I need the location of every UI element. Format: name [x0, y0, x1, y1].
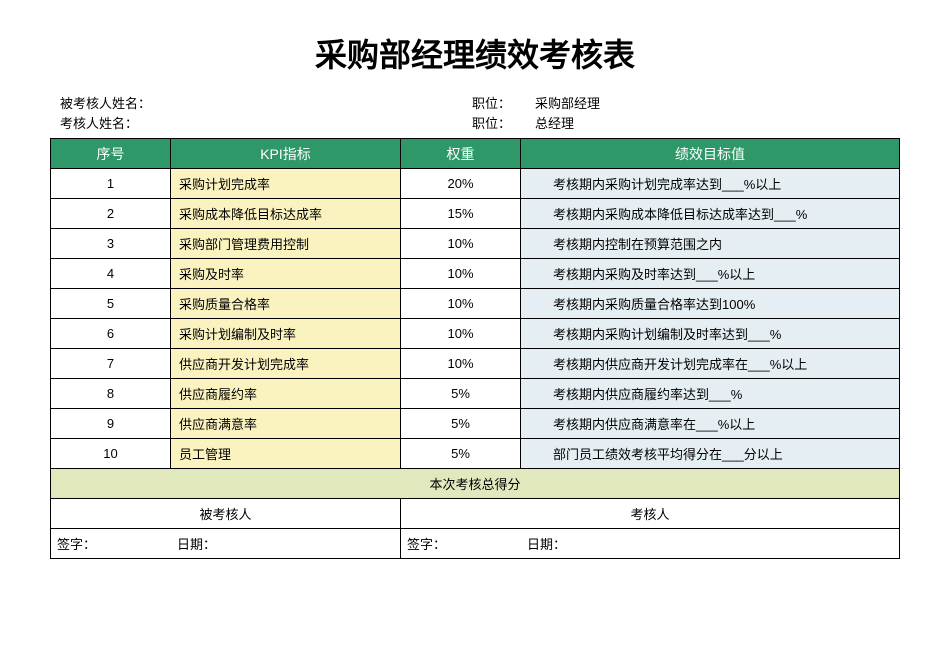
cell-target: 考核期内采购计划完成率达到___%以上: [521, 169, 900, 199]
cell-kpi: 采购计划编制及时率: [171, 319, 401, 349]
cell-kpi: 供应商履约率: [171, 379, 401, 409]
cell-weight: 10%: [401, 349, 521, 379]
evaluator-name-label: 考核人姓名：: [60, 114, 415, 134]
evaluatee-position: 采购部经理: [535, 94, 900, 114]
header-weight: 权重: [401, 139, 521, 169]
cell-kpi: 员工管理: [171, 439, 401, 469]
cell-weight: 10%: [401, 259, 521, 289]
evaluator-position: 总经理: [535, 114, 900, 134]
position-label-2: 职位：: [415, 114, 535, 134]
cell-seq: 8: [51, 379, 171, 409]
cell-weight: 15%: [401, 199, 521, 229]
header-target: 绩效目标值: [521, 139, 900, 169]
cell-target: 考核期内采购及时率达到___%以上: [521, 259, 900, 289]
cell-seq: 3: [51, 229, 171, 259]
cell-seq: 2: [51, 199, 171, 229]
cell-kpi: 采购计划完成率: [171, 169, 401, 199]
table-row: 7供应商开发计划完成率10%考核期内供应商开发计划完成率在___%以上: [51, 349, 900, 379]
evaluator-date-label: 日期：: [527, 534, 566, 553]
cell-seq: 4: [51, 259, 171, 289]
cell-seq: 7: [51, 349, 171, 379]
header-kpi: KPI指标: [171, 139, 401, 169]
cell-kpi: 供应商满意率: [171, 409, 401, 439]
signature-header-row: 被考核人 考核人: [51, 499, 900, 529]
cell-weight: 10%: [401, 319, 521, 349]
evaluatee-header: 被考核人: [51, 499, 401, 529]
cell-seq: 9: [51, 409, 171, 439]
table-row: 6采购计划编制及时率10%考核期内采购计划编制及时率达到___%: [51, 319, 900, 349]
table-row: 5采购质量合格率10%考核期内采购质量合格率达到100%: [51, 289, 900, 319]
table-header-row: 序号 KPI指标 权重 绩效目标值: [51, 139, 900, 169]
cell-weight: 5%: [401, 439, 521, 469]
cell-target: 考核期内采购质量合格率达到100%: [521, 289, 900, 319]
table-row: 2采购成本降低目标达成率15%考核期内采购成本降低目标达成率达到___%: [51, 199, 900, 229]
evaluatee-sign-cell: 签字： 日期：: [51, 529, 401, 559]
cell-kpi: 采购及时率: [171, 259, 401, 289]
total-score-label: 本次考核总得分: [51, 469, 900, 499]
evaluatee-date-label: 日期：: [177, 534, 216, 553]
table-row: 10员工管理5%部门员工绩效考核平均得分在___分以上: [51, 439, 900, 469]
cell-weight: 20%: [401, 169, 521, 199]
cell-seq: 5: [51, 289, 171, 319]
cell-seq: 1: [51, 169, 171, 199]
cell-kpi: 采购成本降低目标达成率: [171, 199, 401, 229]
cell-kpi: 采购部门管理费用控制: [171, 229, 401, 259]
cell-target: 考核期内供应商满意率在___%以上: [521, 409, 900, 439]
evaluatee-sign-label: 签字：: [57, 534, 177, 553]
table-row: 8供应商履约率5%考核期内供应商履约率达到___%: [51, 379, 900, 409]
cell-kpi: 采购质量合格率: [171, 289, 401, 319]
cell-kpi: 供应商开发计划完成率: [171, 349, 401, 379]
cell-target: 考核期内控制在预算范围之内: [521, 229, 900, 259]
evaluator-sign-label: 签字：: [407, 534, 527, 553]
cell-target: 部门员工绩效考核平均得分在___分以上: [521, 439, 900, 469]
meta-row-evaluatee: 被考核人姓名： 职位： 采购部经理: [60, 94, 900, 114]
cell-weight: 5%: [401, 409, 521, 439]
evaluator-header: 考核人: [401, 499, 900, 529]
page-title: 采购部经理绩效考核表: [50, 30, 900, 76]
header-seq: 序号: [51, 139, 171, 169]
table-row: 4采购及时率10%考核期内采购及时率达到___%以上: [51, 259, 900, 289]
position-label-1: 职位：: [415, 94, 535, 114]
cell-target: 考核期内采购成本降低目标达成率达到___%: [521, 199, 900, 229]
cell-weight: 5%: [401, 379, 521, 409]
total-score-row: 本次考核总得分: [51, 469, 900, 499]
meta-section: 被考核人姓名： 职位： 采购部经理 考核人姓名： 职位： 总经理: [60, 94, 900, 134]
evaluatee-name-label: 被考核人姓名：: [60, 94, 415, 114]
cell-target: 考核期内供应商开发计划完成率在___%以上: [521, 349, 900, 379]
table-row: 1采购计划完成率20%考核期内采购计划完成率达到___%以上: [51, 169, 900, 199]
kpi-table: 序号 KPI指标 权重 绩效目标值 1采购计划完成率20%考核期内采购计划完成率…: [50, 138, 900, 559]
table-row: 9供应商满意率5%考核期内供应商满意率在___%以上: [51, 409, 900, 439]
meta-row-evaluator: 考核人姓名： 职位： 总经理: [60, 114, 900, 134]
cell-weight: 10%: [401, 229, 521, 259]
signature-line-row: 签字： 日期： 签字： 日期：: [51, 529, 900, 559]
cell-target: 考核期内供应商履约率达到___%: [521, 379, 900, 409]
cell-seq: 6: [51, 319, 171, 349]
cell-weight: 10%: [401, 289, 521, 319]
table-row: 3采购部门管理费用控制10%考核期内控制在预算范围之内: [51, 229, 900, 259]
cell-target: 考核期内采购计划编制及时率达到___%: [521, 319, 900, 349]
cell-seq: 10: [51, 439, 171, 469]
evaluator-sign-cell: 签字： 日期：: [401, 529, 900, 559]
